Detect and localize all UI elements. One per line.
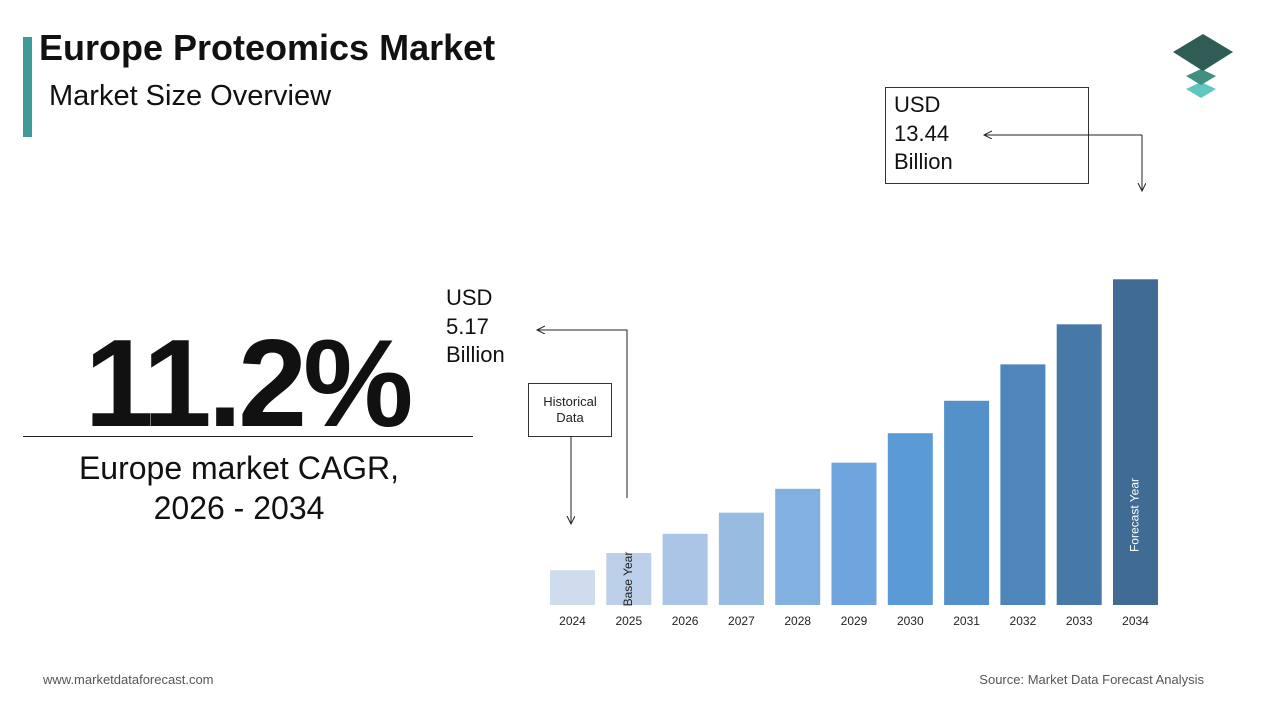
bar-2033 — [1056, 324, 1102, 605]
historical-label-line1: Historical — [543, 394, 597, 409]
start-value-arrow — [537, 330, 628, 498]
end-callout-unit: Billion — [894, 149, 953, 174]
bar-2032 — [1000, 364, 1046, 605]
end-callout-currency: USD — [894, 92, 941, 117]
cagr-label-line2: 2026 - 2034 — [153, 490, 325, 526]
cagr-label: Europe market CAGR, 2026 - 2034 — [22, 448, 456, 528]
x-tick-label: 2028 — [784, 614, 811, 628]
cagr-divider — [23, 436, 473, 437]
page-subtitle: Market Size Overview — [49, 80, 332, 112]
bar-2034 — [1113, 279, 1158, 605]
start-callout-currency: USD — [446, 285, 493, 310]
historical-label-line2: Data — [556, 410, 584, 425]
footer-source: Source: Market Data Forecast Analysis — [979, 672, 1204, 687]
title-accent-bar — [23, 37, 32, 137]
cagr-label-line1: Europe market CAGR, — [78, 450, 400, 486]
x-tick-label: 2029 — [841, 614, 868, 628]
x-tick-label: 2032 — [1010, 614, 1037, 628]
bar-2024 — [550, 570, 595, 605]
x-tick-label: 2024 — [559, 614, 586, 628]
bar-2028 — [775, 488, 821, 605]
bar-2029 — [831, 462, 877, 605]
bar-2025 — [606, 553, 652, 605]
end-callout-value: 13.44 — [894, 120, 950, 146]
x-tick-label: 2031 — [953, 614, 980, 628]
layers-logo-icon — [1173, 34, 1233, 98]
x-tick-label: 2034 — [1122, 614, 1149, 628]
bar-2026 — [662, 533, 708, 605]
x-tick-label: 2027 — [728, 614, 755, 628]
historical-data-box: Historical Data — [528, 383, 612, 437]
start-callout-unit: Billion — [446, 342, 505, 367]
x-tick-label: 2025 — [615, 614, 642, 628]
base-year-label: Base Year — [621, 552, 635, 607]
page-title: Europe Proteomics Market — [39, 27, 496, 68]
start-callout-value: 5.17 — [446, 313, 489, 339]
bar-2027 — [718, 512, 764, 605]
x-tick-label: 2033 — [1066, 614, 1093, 628]
x-tick-label: 2030 — [897, 614, 924, 628]
bar-2030 — [887, 433, 933, 605]
x-tick-label: 2026 — [672, 614, 699, 628]
footer-website: www.marketdataforecast.com — [43, 672, 214, 687]
forecast-year-label: Forecast Year — [1128, 478, 1142, 552]
bar-2031 — [944, 400, 990, 605]
end-value-callout: USD 13.44 Billion — [894, 91, 953, 177]
cagr-value: 11.2% — [84, 315, 414, 453]
start-value-callout: USD 5.17 Billion — [446, 284, 510, 370]
